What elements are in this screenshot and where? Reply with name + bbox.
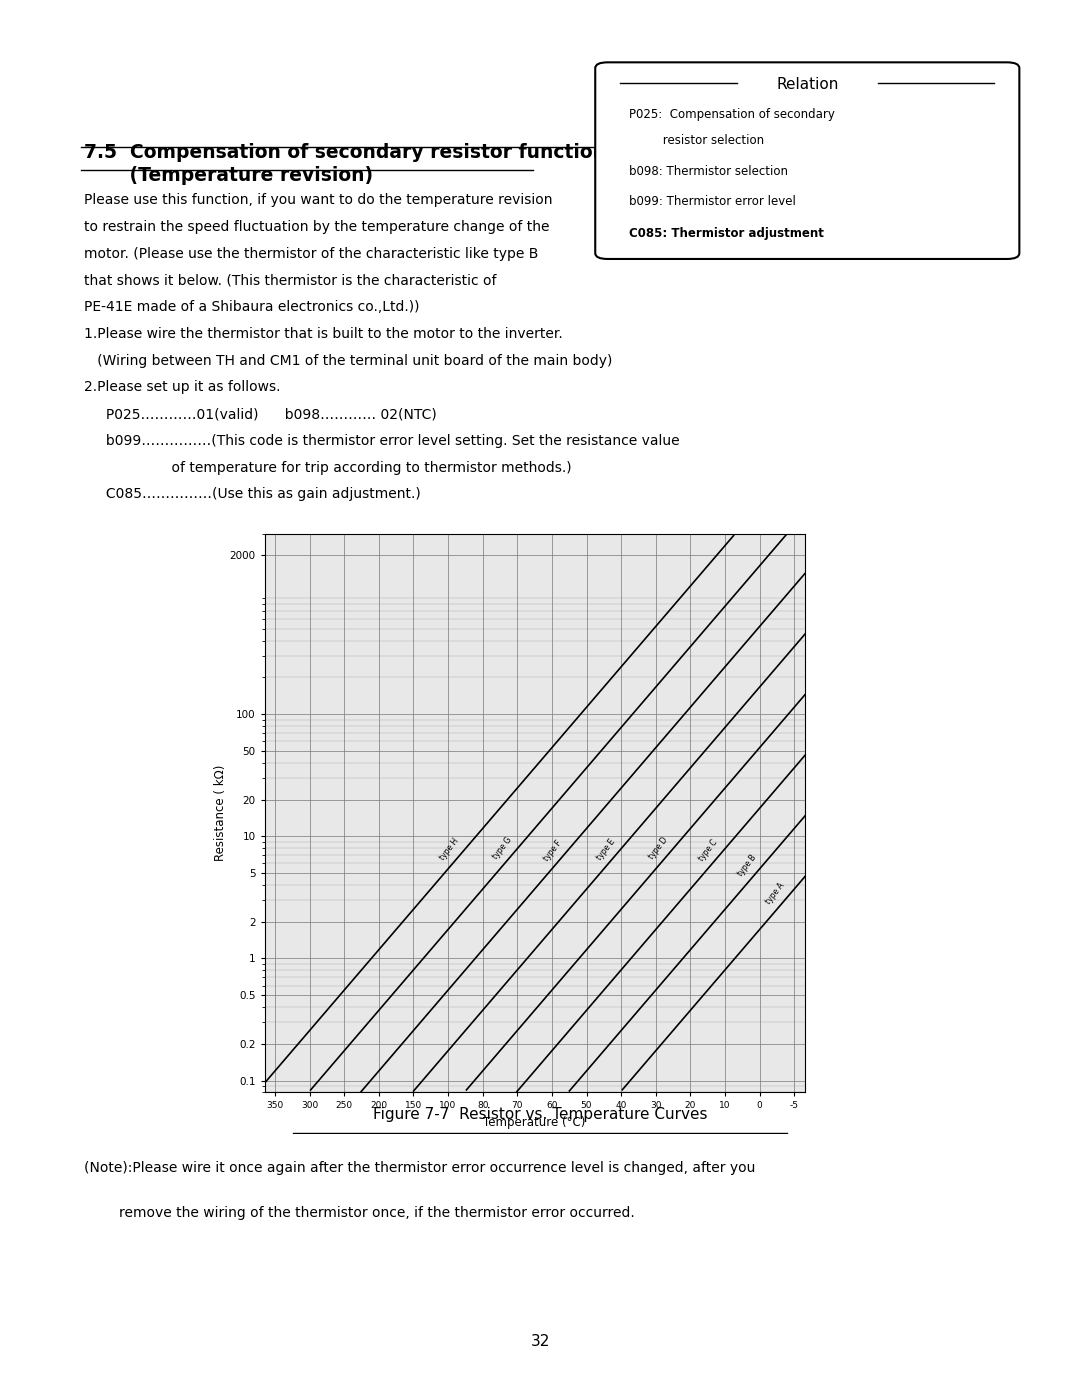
- Text: resistor selection: resistor selection: [629, 134, 764, 147]
- Text: type H: type H: [438, 837, 461, 862]
- Text: 1.Please wire the thermistor that is built to the motor to the inverter.: 1.Please wire the thermistor that is bui…: [84, 327, 563, 341]
- Text: 32: 32: [530, 1334, 550, 1348]
- Y-axis label: Resistance ( kΩ): Resistance ( kΩ): [214, 766, 227, 861]
- Text: Chapter 7    FUNCTIONS: Chapter 7 FUNCTIONS: [745, 63, 962, 80]
- Text: of temperature for trip according to thermistor methods.): of temperature for trip according to the…: [84, 461, 571, 475]
- Text: (Temperature revision): (Temperature revision): [84, 166, 373, 186]
- Text: type C: type C: [698, 838, 719, 863]
- Text: C085……………(Use this as gain adjustment.): C085……………(Use this as gain adjustment.): [84, 488, 420, 502]
- Text: PE-41E made of a Shibaura electronics co.,Ltd.)): PE-41E made of a Shibaura electronics co…: [84, 300, 419, 314]
- Text: motor. (Please use the thermistor of the characteristic like type B: motor. (Please use the thermistor of the…: [84, 247, 538, 261]
- Text: P025…………01(valid)      b098………… 02(NTC): P025…………01(valid) b098………… 02(NTC): [84, 407, 436, 420]
- Text: Relation: Relation: [777, 77, 838, 92]
- Text: remove the wiring of the thermistor once, if the thermistor error occurred.: remove the wiring of the thermistor once…: [84, 1207, 635, 1221]
- Text: type A: type A: [765, 882, 786, 907]
- Text: b099……………(This code is thermistor error level setting. Set the resistance value: b099……………(This code is thermistor error …: [84, 434, 679, 448]
- Text: type B: type B: [737, 854, 758, 877]
- X-axis label: Temperature (°C): Temperature (°C): [484, 1116, 585, 1129]
- Text: type F: type F: [542, 838, 564, 863]
- Text: Please use this function, if you want to do the temperature revision: Please use this function, if you want to…: [84, 193, 552, 207]
- Text: type D: type D: [647, 835, 670, 861]
- Text: type E: type E: [595, 837, 617, 862]
- Text: Figure 7-7  Resistor vs. Temperature Curves: Figure 7-7 Resistor vs. Temperature Curv…: [373, 1108, 707, 1122]
- Text: C085: Thermistor adjustment: C085: Thermistor adjustment: [629, 228, 823, 240]
- Text: (Note):Please wire it once again after the thermistor error occurrence level is : (Note):Please wire it once again after t…: [84, 1161, 755, 1175]
- Text: 7.5  Compensation of secondary resistor function: 7.5 Compensation of secondary resistor f…: [84, 144, 606, 162]
- Text: (Wiring between TH and CM1 of the terminal unit board of the main body): (Wiring between TH and CM1 of the termin…: [84, 353, 612, 367]
- FancyBboxPatch shape: [595, 63, 1020, 258]
- Text: P025:  Compensation of secondary: P025: Compensation of secondary: [629, 108, 835, 120]
- Text: to restrain the speed fluctuation by the temperature change of the: to restrain the speed fluctuation by the…: [84, 219, 550, 233]
- Text: type G: type G: [491, 835, 514, 861]
- Text: 2.Please set up it as follows.: 2.Please set up it as follows.: [84, 380, 281, 394]
- Text: that shows it below. (This thermistor is the characteristic of: that shows it below. (This thermistor is…: [84, 274, 497, 288]
- Text: b099: Thermistor error level: b099: Thermistor error level: [629, 196, 795, 208]
- Text: b098: Thermistor selection: b098: Thermistor selection: [629, 165, 787, 177]
